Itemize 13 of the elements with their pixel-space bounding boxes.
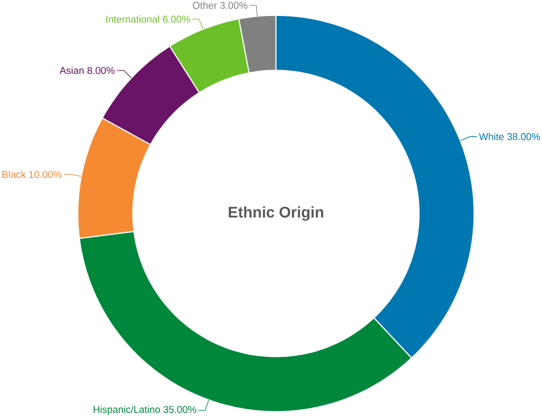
slice-label: Black [2, 170, 26, 178]
data-label: 8.00% [87, 67, 115, 74]
slice-label: International [106, 16, 160, 23]
data-label: 6.00% [162, 16, 190, 23]
data-label: 38.00% [507, 133, 540, 140]
slice-label: Hispanic/Latino [94, 406, 160, 416]
text: Ethnic Origin [228, 206, 324, 221]
slice-label: White [478, 133, 504, 140]
slice-label: Other [192, 2, 217, 10]
data-label: 10.00% [29, 171, 62, 178]
data-label: 35.00% [164, 406, 196, 414]
slice-label: Asian [60, 66, 84, 74]
data-label: 3.00% [220, 2, 248, 10]
